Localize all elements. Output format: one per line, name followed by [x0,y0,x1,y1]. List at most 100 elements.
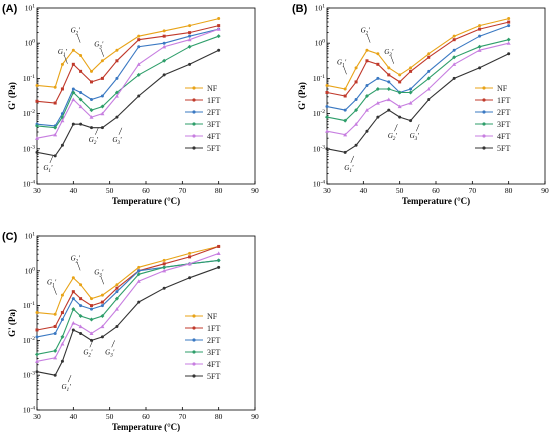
data-point [386,97,391,102]
annotation-leader [100,276,105,285]
annotation-leader [76,262,81,271]
data-point [35,359,39,363]
y-tick-label: 10-2 [23,109,35,118]
data-point [115,290,119,294]
annotation-leader [76,34,81,43]
annotation-leader [390,55,395,64]
data-point [409,87,413,91]
data-point [506,41,511,45]
data-point [53,101,57,105]
annotation-leader [89,340,94,348]
data-point [354,98,358,102]
series-line [36,25,219,104]
data-point [386,86,391,91]
annotation-leader [49,155,54,164]
annotation-label: G1' [47,279,57,289]
data-point [79,69,83,73]
panel-letter: (A) [2,3,18,15]
data-point [137,45,141,49]
annotation-leader [394,124,398,132]
data-point [90,69,93,73]
data-point [60,87,64,91]
x-tick-label: 40 [70,412,78,421]
data-point [115,286,119,290]
annotation-label: G2' [71,254,81,264]
x-tick-label: 70 [179,412,187,421]
annotation-label: G3' [410,132,420,142]
data-point [100,76,104,80]
data-point [187,44,192,49]
data-point [343,150,347,154]
data-point [162,286,166,290]
y-tick-label: 10-1 [313,74,325,83]
data-point [343,108,347,112]
data-point [89,331,94,336]
series-NF [35,244,221,316]
annotation-leader [95,127,99,135]
x-tick-label: 90 [541,186,549,195]
data-point [452,55,457,60]
data-point [408,101,413,105]
legend-label: 5FT [497,144,510,153]
chart-panel-1: (A) 30 40 50 60 70 80 90 10-4 10-3 10-2 10-1 100 101 T… [2,3,259,206]
legend-label: 4FT [207,360,220,369]
data-point [100,324,105,329]
x-tick-label: 90 [251,186,259,195]
data-point [188,31,192,35]
data-point [325,129,329,133]
y-tick-label: 10-4 [313,180,325,189]
x-tick-label: 60 [432,186,440,195]
y-tick-label: 10-3 [23,144,35,153]
data-point [71,328,75,332]
series-line [326,39,509,122]
data-point [114,94,119,98]
data-point [452,62,457,66]
data-point [477,48,482,52]
legend-marker [192,338,196,342]
legend-marker [192,374,196,378]
data-point [387,108,391,112]
series-4FT [35,251,221,363]
data-point [53,331,57,335]
series-line [36,266,219,376]
data-point [71,276,75,280]
data-point [89,115,94,119]
y-tick-label: 101 [315,4,326,13]
data-point [90,80,93,84]
legend-label: 4FT [497,132,510,141]
series-3FT [35,34,221,130]
data-point [507,20,511,24]
data-point [343,87,347,91]
series-line [36,259,219,355]
legend-marker [192,362,196,366]
annotation-label: G2' [71,27,81,37]
x-tick-label: 30 [33,412,41,421]
data-point [100,111,105,116]
data-point [187,37,192,42]
series-3FT [35,258,221,357]
x-axis-title: Temperature (°C) [112,422,180,432]
series-line [36,252,219,362]
x-tick-label: 60 [142,412,150,421]
data-point [115,324,119,328]
data-point [162,29,166,33]
data-point [79,54,83,58]
x-tick-label: 80 [215,186,223,195]
y-tick-label: 10-1 [23,74,35,83]
data-point [188,255,192,259]
data-point [217,17,221,21]
legend-marker [482,146,486,150]
data-point [100,304,104,308]
data-point [60,334,65,339]
data-point [325,105,329,109]
x-tick-label: 90 [251,412,259,421]
legend-marker [192,98,196,102]
series-line [36,245,219,315]
data-point [100,314,105,319]
data-point [100,126,104,130]
legend-marker [482,86,486,90]
data-point [71,122,75,126]
data-point [409,66,413,70]
data-point [452,34,456,38]
legend-label: 2FT [207,108,220,117]
